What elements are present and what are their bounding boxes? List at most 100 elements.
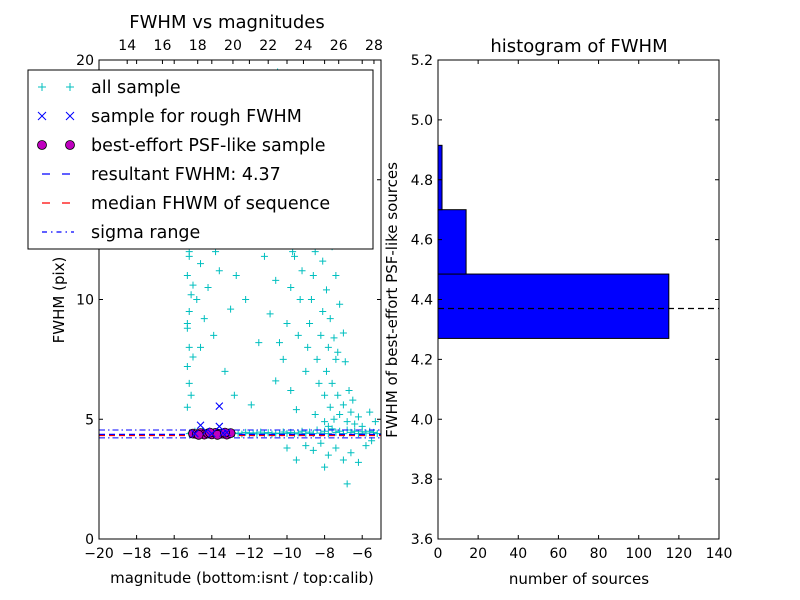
all-sample-point [319, 307, 327, 315]
histogram-bar [437, 273, 670, 339]
all-sample-point [324, 451, 332, 459]
all-sample-point [183, 319, 191, 327]
scatter-top-tick-label: 26 [330, 38, 348, 54]
rough-sample-point [215, 402, 224, 410]
all-sample-point [349, 396, 357, 404]
all-sample-point [362, 442, 370, 450]
scatter-x-tick-label: −8 [314, 546, 335, 562]
histogram-bar [437, 144, 443, 211]
histogram-x-tick-label: 140 [706, 546, 733, 562]
all-sample-point [255, 339, 263, 347]
all-sample-point [354, 413, 362, 421]
histogram-ticks: 0 20 40 60 80 100 120 140 3.6 3.8 4.0 4.2 4.4 4.6 4.8 5… [411, 53, 733, 562]
all-sample-point [302, 367, 310, 375]
all-sample-point [292, 406, 300, 414]
scatter-title: FWHM vs magnitudes [129, 12, 324, 33]
all-sample-point [324, 422, 332, 430]
all-sample-point [200, 315, 208, 323]
all-sample-point [302, 429, 310, 437]
scatter-y-tick-label: 5 [85, 412, 94, 428]
all-sample-point [309, 272, 317, 280]
legend-marker-plus [38, 83, 46, 91]
all-sample-point [347, 449, 355, 457]
histogram-y-label: FWHM of best-effort PSF-like sources [383, 162, 401, 438]
all-sample-point [283, 319, 291, 327]
all-sample-point [221, 367, 229, 375]
histogram-x-tick-label: 0 [434, 546, 443, 562]
scatter-panel: −20 −18 −16 −14 −12 −10 −8 −6 14 16 18 20 22 24 26 28 0 5… [27, 12, 383, 587]
all-sample-point [266, 310, 274, 318]
psf-sample-point [220, 427, 230, 438]
all-sample-point [309, 446, 317, 454]
all-sample-point [326, 403, 334, 411]
histogram-x-label: number of sources [509, 570, 649, 588]
all-sample-point [264, 429, 272, 437]
all-sample-point [330, 415, 338, 423]
all-sample-point [210, 331, 218, 339]
all-sample-point [272, 276, 280, 284]
all-sample-point [187, 391, 195, 399]
all-sample-point [292, 456, 300, 464]
all-sample-point [247, 401, 255, 409]
legend-label: best-effort PSF-like sample [91, 136, 326, 156]
all-sample-point [343, 418, 351, 426]
all-sample-point [185, 379, 193, 387]
histogram-y-tick-label: 4.0 [411, 412, 433, 428]
all-sample-point [215, 267, 223, 275]
all-sample-point [193, 296, 201, 303]
all-sample-point [298, 267, 306, 275]
histogram-title: histogram of FWHM [490, 36, 667, 57]
scatter-x-tick-label: −16 [159, 546, 189, 562]
all-sample-point [313, 355, 321, 363]
scatter-top-tick-label: 18 [189, 38, 207, 54]
scatter-ticks: −20 −18 −16 −14 −12 −10 −8 −6 14 16 18 20 22 24 26 28 0 5… [76, 38, 383, 562]
scatter-x-tick-label: −18 [122, 546, 152, 562]
all-sample-point [321, 427, 329, 435]
histogram-x-tick-label: 60 [550, 546, 568, 562]
all-sample-point [230, 391, 238, 399]
all-sample-point [283, 444, 291, 452]
all-sample-point [187, 291, 195, 299]
all-sample-point [242, 428, 250, 436]
all-sample-point [294, 331, 302, 339]
rough-sample-point [215, 422, 224, 431]
all-sample-point [307, 296, 315, 303]
all-sample-point [234, 429, 242, 437]
scatter-x-tick-label: −20 [84, 546, 114, 562]
scatter-x-label: magnitude (bottom:isnt / top:calib) [110, 569, 374, 587]
all-sample-point [197, 260, 205, 268]
all-sample-point [341, 358, 349, 366]
scatter-x-tick-label: −6 [352, 546, 373, 562]
all-sample-point [321, 391, 329, 399]
legend-marker-x [65, 111, 75, 121]
legend-label: resultant FWHM: 4.37 [91, 165, 281, 185]
all-sample-point [272, 377, 280, 385]
all-sample-point [328, 379, 336, 387]
all-sample-point [321, 418, 329, 426]
all-sample-point [354, 430, 362, 438]
all-sample-point [351, 420, 359, 428]
legend-label: sample for rough FWHM [91, 107, 302, 127]
histogram-y-tick-label: 5.0 [411, 113, 433, 129]
all-sample-point [343, 480, 351, 488]
all-sample-point [371, 418, 379, 426]
all-sample-point [260, 252, 268, 260]
all-sample-point [334, 348, 342, 356]
all-sample-point [336, 410, 344, 418]
all-sample-point [336, 300, 344, 308]
all-sample-point [306, 319, 314, 327]
all-sample-point [185, 343, 193, 351]
legend-label: sigma range [91, 223, 200, 243]
scatter-y-label: FWHM (pix) [50, 257, 68, 344]
all-sample-point [332, 355, 340, 363]
scatter-top-tick-label: 16 [154, 38, 172, 54]
histogram-x-tick-label: 100 [625, 546, 652, 562]
all-sample-point [373, 430, 381, 438]
histogram-panel: 0 20 40 60 80 100 120 140 3.6 3.8 4.0 4.2 4.4 4.6 4.8 5… [383, 36, 732, 588]
scatter-y-tick-label: 10 [76, 293, 94, 309]
legend-marker-plus [66, 83, 74, 91]
all-sample-point [294, 429, 302, 437]
histogram-plot-area [437, 144, 719, 339]
histogram-x-tick-label: 80 [590, 546, 608, 562]
